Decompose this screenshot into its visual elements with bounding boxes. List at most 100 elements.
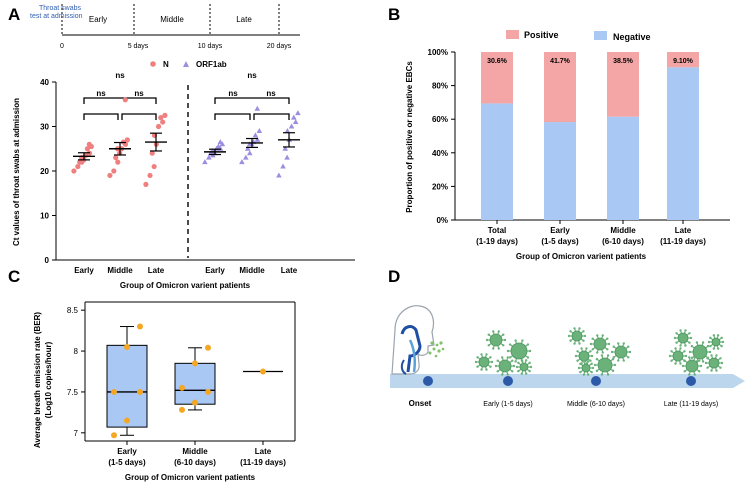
point-n [155, 123, 162, 130]
point-orf1ab [246, 150, 253, 156]
panel-b-ytick-label: 80% [432, 82, 448, 91]
panel-c-category-range: (6-10 days) [174, 458, 216, 467]
bar-positive [667, 52, 699, 68]
virus-spike-tip [508, 356, 512, 359]
virus-spike-tip [710, 354, 713, 357]
virus-spike-tip [699, 364, 703, 368]
virus-spike-tip [688, 356, 691, 359]
virus-spike-tip [683, 350, 686, 353]
bar-percent-label: 38.5% [613, 58, 634, 65]
ns-orf-early-late: ns [247, 71, 257, 80]
virus-spike-tip [627, 345, 630, 348]
panel-a-timeline: Throat swabs test at admission 0 5 days … [30, 4, 300, 50]
virus-spike-tip [596, 334, 599, 337]
timeline-dot-onset [423, 376, 433, 386]
box-body [106, 344, 148, 428]
virus-spike-tip [590, 370, 593, 374]
virus-body [593, 337, 607, 351]
bar-percent-label: 9.10% [673, 58, 694, 65]
virus-spike-tip [595, 357, 599, 361]
point-orf1ab [288, 123, 295, 129]
virus-spike-tip [524, 372, 528, 375]
virus-spike-tip [617, 342, 620, 345]
virus-icon [707, 334, 725, 350]
virus-icon [610, 342, 632, 362]
virus-spike-tip [595, 369, 599, 373]
virus-spike-tip [706, 366, 709, 369]
virus-icon [506, 339, 532, 363]
virus-spike-tip [506, 349, 510, 353]
virus-spike-tip [485, 353, 488, 356]
virus-spike-tip [688, 332, 691, 335]
virus-spike-tip [704, 361, 708, 365]
point-n [77, 159, 83, 165]
panel-a-group-early-n: Early [74, 266, 94, 275]
virus-body [478, 356, 490, 368]
virus-spike-tip [693, 356, 696, 359]
virus-icon [474, 353, 494, 371]
point-orf1ab [252, 132, 259, 138]
virus-spike-tip [589, 350, 592, 353]
timeline-tick-10: 10 days [198, 43, 223, 50]
virus-spike-tip [593, 363, 597, 367]
bracket-orf-middle-late [253, 113, 290, 120]
panel-a-group-late-orf: Late [281, 266, 298, 275]
point-orf1ab [239, 159, 245, 165]
point-n [71, 168, 77, 174]
legend-n-label: N [163, 60, 169, 69]
virus-spike-tip [596, 351, 599, 354]
virus-spike-tip [524, 359, 528, 362]
virus-spike-tip [601, 351, 604, 354]
virus-spike-tip [573, 327, 576, 330]
point-orf1ab [244, 145, 251, 151]
box-point [205, 344, 211, 351]
point-n [160, 119, 166, 125]
panel-b-ytick-label: 40% [432, 149, 448, 158]
virus-spike-tip [582, 339, 585, 342]
point-n [86, 141, 92, 147]
virus-body [510, 342, 528, 360]
virus-spike-tip [529, 365, 533, 369]
virus-spike-tip [701, 360, 705, 363]
virus-spike-tip [501, 373, 504, 376]
virus-spike-tip [480, 368, 483, 371]
virus-spike-tip [582, 373, 586, 376]
virus-spike-tip [601, 334, 604, 337]
virus-spike-tip [600, 373, 604, 376]
virus-spike-tip [586, 360, 590, 363]
ns-orf-early-middle: ns [228, 89, 238, 98]
virus-spike-tip [684, 344, 687, 347]
stage-early: Early (1-5 days) [483, 401, 532, 408]
virus-spike-tip [607, 342, 611, 346]
virus-spike-tip [701, 341, 705, 344]
virus-spike-tip [606, 348, 609, 351]
panel-b-category: Middle [610, 226, 636, 235]
panel-c-category: Middle [182, 447, 208, 456]
legend-positive-label: Positive [524, 30, 559, 40]
virus-spike-tip [569, 339, 572, 342]
timeline-phase-late: Late [236, 15, 252, 24]
virus-spike-tip [695, 341, 699, 344]
virus-icon [567, 327, 587, 345]
bar-negative [481, 103, 513, 220]
virus-spike-tip [578, 342, 581, 345]
panel-b-category-range: (11-19 days) [660, 237, 706, 246]
point-orf1ab [282, 145, 289, 151]
virus-spike-tip [712, 347, 716, 350]
virus-icon [593, 354, 617, 376]
virus-spike-tip [606, 337, 609, 340]
panel-c-category: Late [255, 447, 272, 456]
virus-spike-tip [476, 365, 479, 368]
virus-spike-tip [688, 350, 692, 354]
timeline-tick-20: 20 days [267, 43, 292, 50]
panel-a-group-late-n: Late [148, 266, 165, 275]
panel-c-ylabel-1: Average breath emission rate (BER) [33, 312, 42, 449]
virus-spike-tip [512, 364, 516, 368]
point-n [113, 155, 119, 161]
virus-spike-tip [612, 345, 615, 348]
point-orf1ab [243, 154, 249, 160]
virus-spike-tip [489, 356, 492, 359]
point-n [149, 150, 155, 156]
virus-spike-tip [514, 360, 517, 363]
panel-c-ytick-label: 7 [74, 429, 79, 438]
